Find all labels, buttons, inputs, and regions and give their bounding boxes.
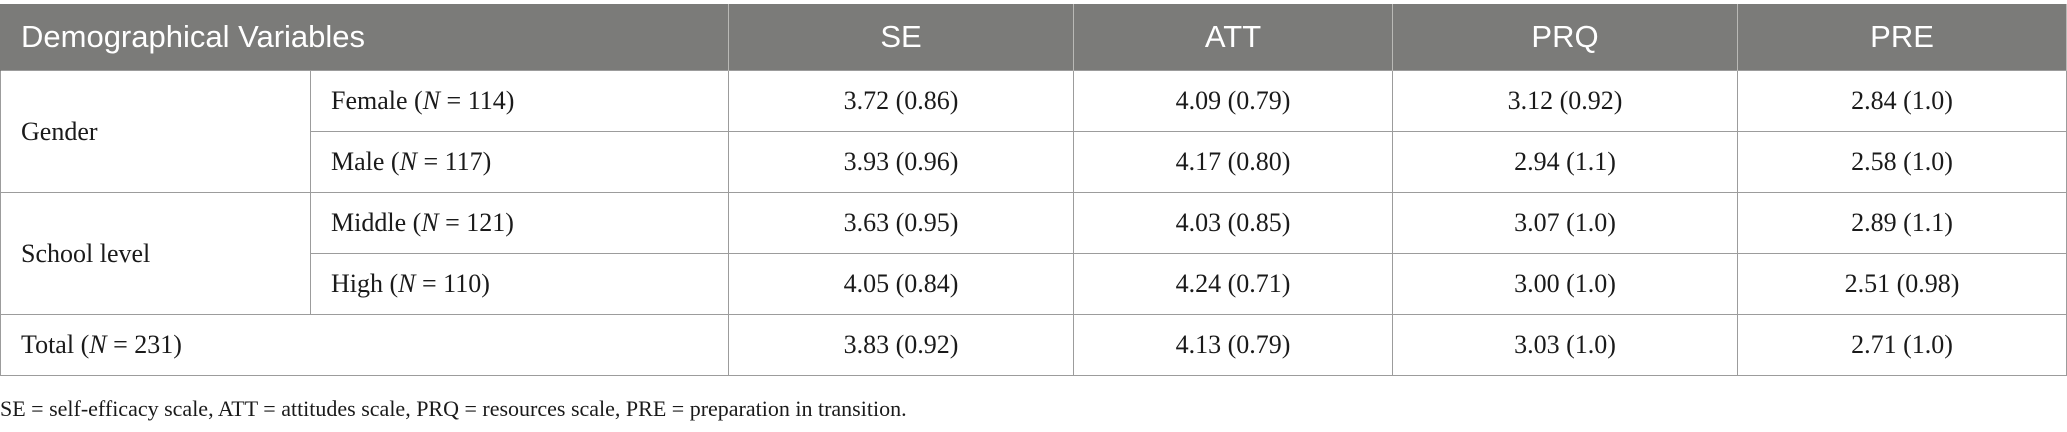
header-prq: PRQ <box>1392 4 1739 71</box>
n-count: = 110) <box>415 269 490 298</box>
cell-se: 4.05 (0.84) <box>728 253 1075 315</box>
row-label: Middle (N = 121) <box>309 192 730 254</box>
total-label: Total (N = 231) <box>0 314 730 376</box>
cell-att: 4.24 (0.71) <box>1073 253 1394 315</box>
n-count: = 114) <box>440 86 515 115</box>
cell-att: 4.17 (0.80) <box>1073 131 1394 193</box>
cell-pre: 2.58 (1.0) <box>1737 131 2067 193</box>
table-row: Male (N = 117) 3.93 (0.96) 4.17 (0.80) 2… <box>1 131 2067 193</box>
cell-se: 3.72 (0.86) <box>728 70 1075 132</box>
group-label-school-level: School level <box>0 192 311 315</box>
n-count: = 231) <box>106 330 182 359</box>
table-row: High (N = 110) 4.05 (0.84) 4.24 (0.71) 3… <box>1 253 2067 315</box>
n-symbol: N <box>89 330 107 359</box>
subgroup-name: Female <box>331 86 408 115</box>
table-header-row: Demographical Variables SE ATT PRQ PRE <box>0 4 2067 71</box>
cell-att: 4.03 (0.85) <box>1073 192 1394 254</box>
table-row-total: Total (N = 231) 3.83 (0.92) 4.13 (0.79) … <box>0 314 2067 376</box>
table-row: School level Middle (N = 121) 3.63 (0.95… <box>0 192 2067 315</box>
table-row: Gender Female (N = 114) 3.72 (0.86) 4.09… <box>0 70 2067 193</box>
cell-prq: 3.07 (1.0) <box>1392 192 1739 254</box>
cell-pre: 2.89 (1.1) <box>1737 192 2067 254</box>
cell-prq: 3.00 (1.0) <box>1392 253 1739 315</box>
n-symbol: N <box>421 208 439 237</box>
cell-prq: 2.94 (1.1) <box>1392 131 1739 193</box>
cell-se: 3.63 (0.95) <box>728 192 1075 254</box>
n-symbol: N <box>422 86 441 115</box>
group-label-gender: Gender <box>0 70 311 193</box>
cell-pre: 2.71 (1.0) <box>1737 314 2067 376</box>
cell-pre: 2.84 (1.0) <box>1737 70 2067 132</box>
cell-pre: 2.51 (0.98) <box>1737 253 2067 315</box>
table-footnote: SE = self-efficacy scale, ATT = attitude… <box>0 396 907 421</box>
cell-prq: 3.03 (1.0) <box>1392 314 1739 376</box>
header-se: SE <box>728 4 1075 71</box>
total-name: Total <box>21 330 75 359</box>
cell-att: 4.13 (0.79) <box>1073 314 1394 376</box>
header-demographical-variables: Demographical Variables <box>0 4 730 71</box>
cell-se: 3.93 (0.96) <box>728 131 1075 193</box>
demographics-table: Demographical Variables SE ATT PRQ PRE G… <box>0 4 2067 376</box>
cell-se: 3.83 (0.92) <box>728 314 1075 376</box>
row-label: Male (N = 117) <box>309 131 730 193</box>
subgroup-name: Male <box>331 147 385 176</box>
cell-att: 4.09 (0.79) <box>1073 70 1394 132</box>
row-label: Female (N = 114) <box>309 70 730 132</box>
subgroup-name: Middle <box>331 208 407 237</box>
n-count: = 121) <box>438 208 514 237</box>
n-count: = 117) <box>416 147 492 176</box>
row-label: High (N = 110) <box>309 253 730 315</box>
header-pre: PRE <box>1737 4 2067 71</box>
header-att: ATT <box>1073 4 1394 71</box>
subgroup-name: High <box>331 269 383 298</box>
n-symbol: N <box>399 147 417 176</box>
cell-prq: 3.12 (0.92) <box>1392 70 1739 132</box>
n-symbol: N <box>398 269 416 298</box>
